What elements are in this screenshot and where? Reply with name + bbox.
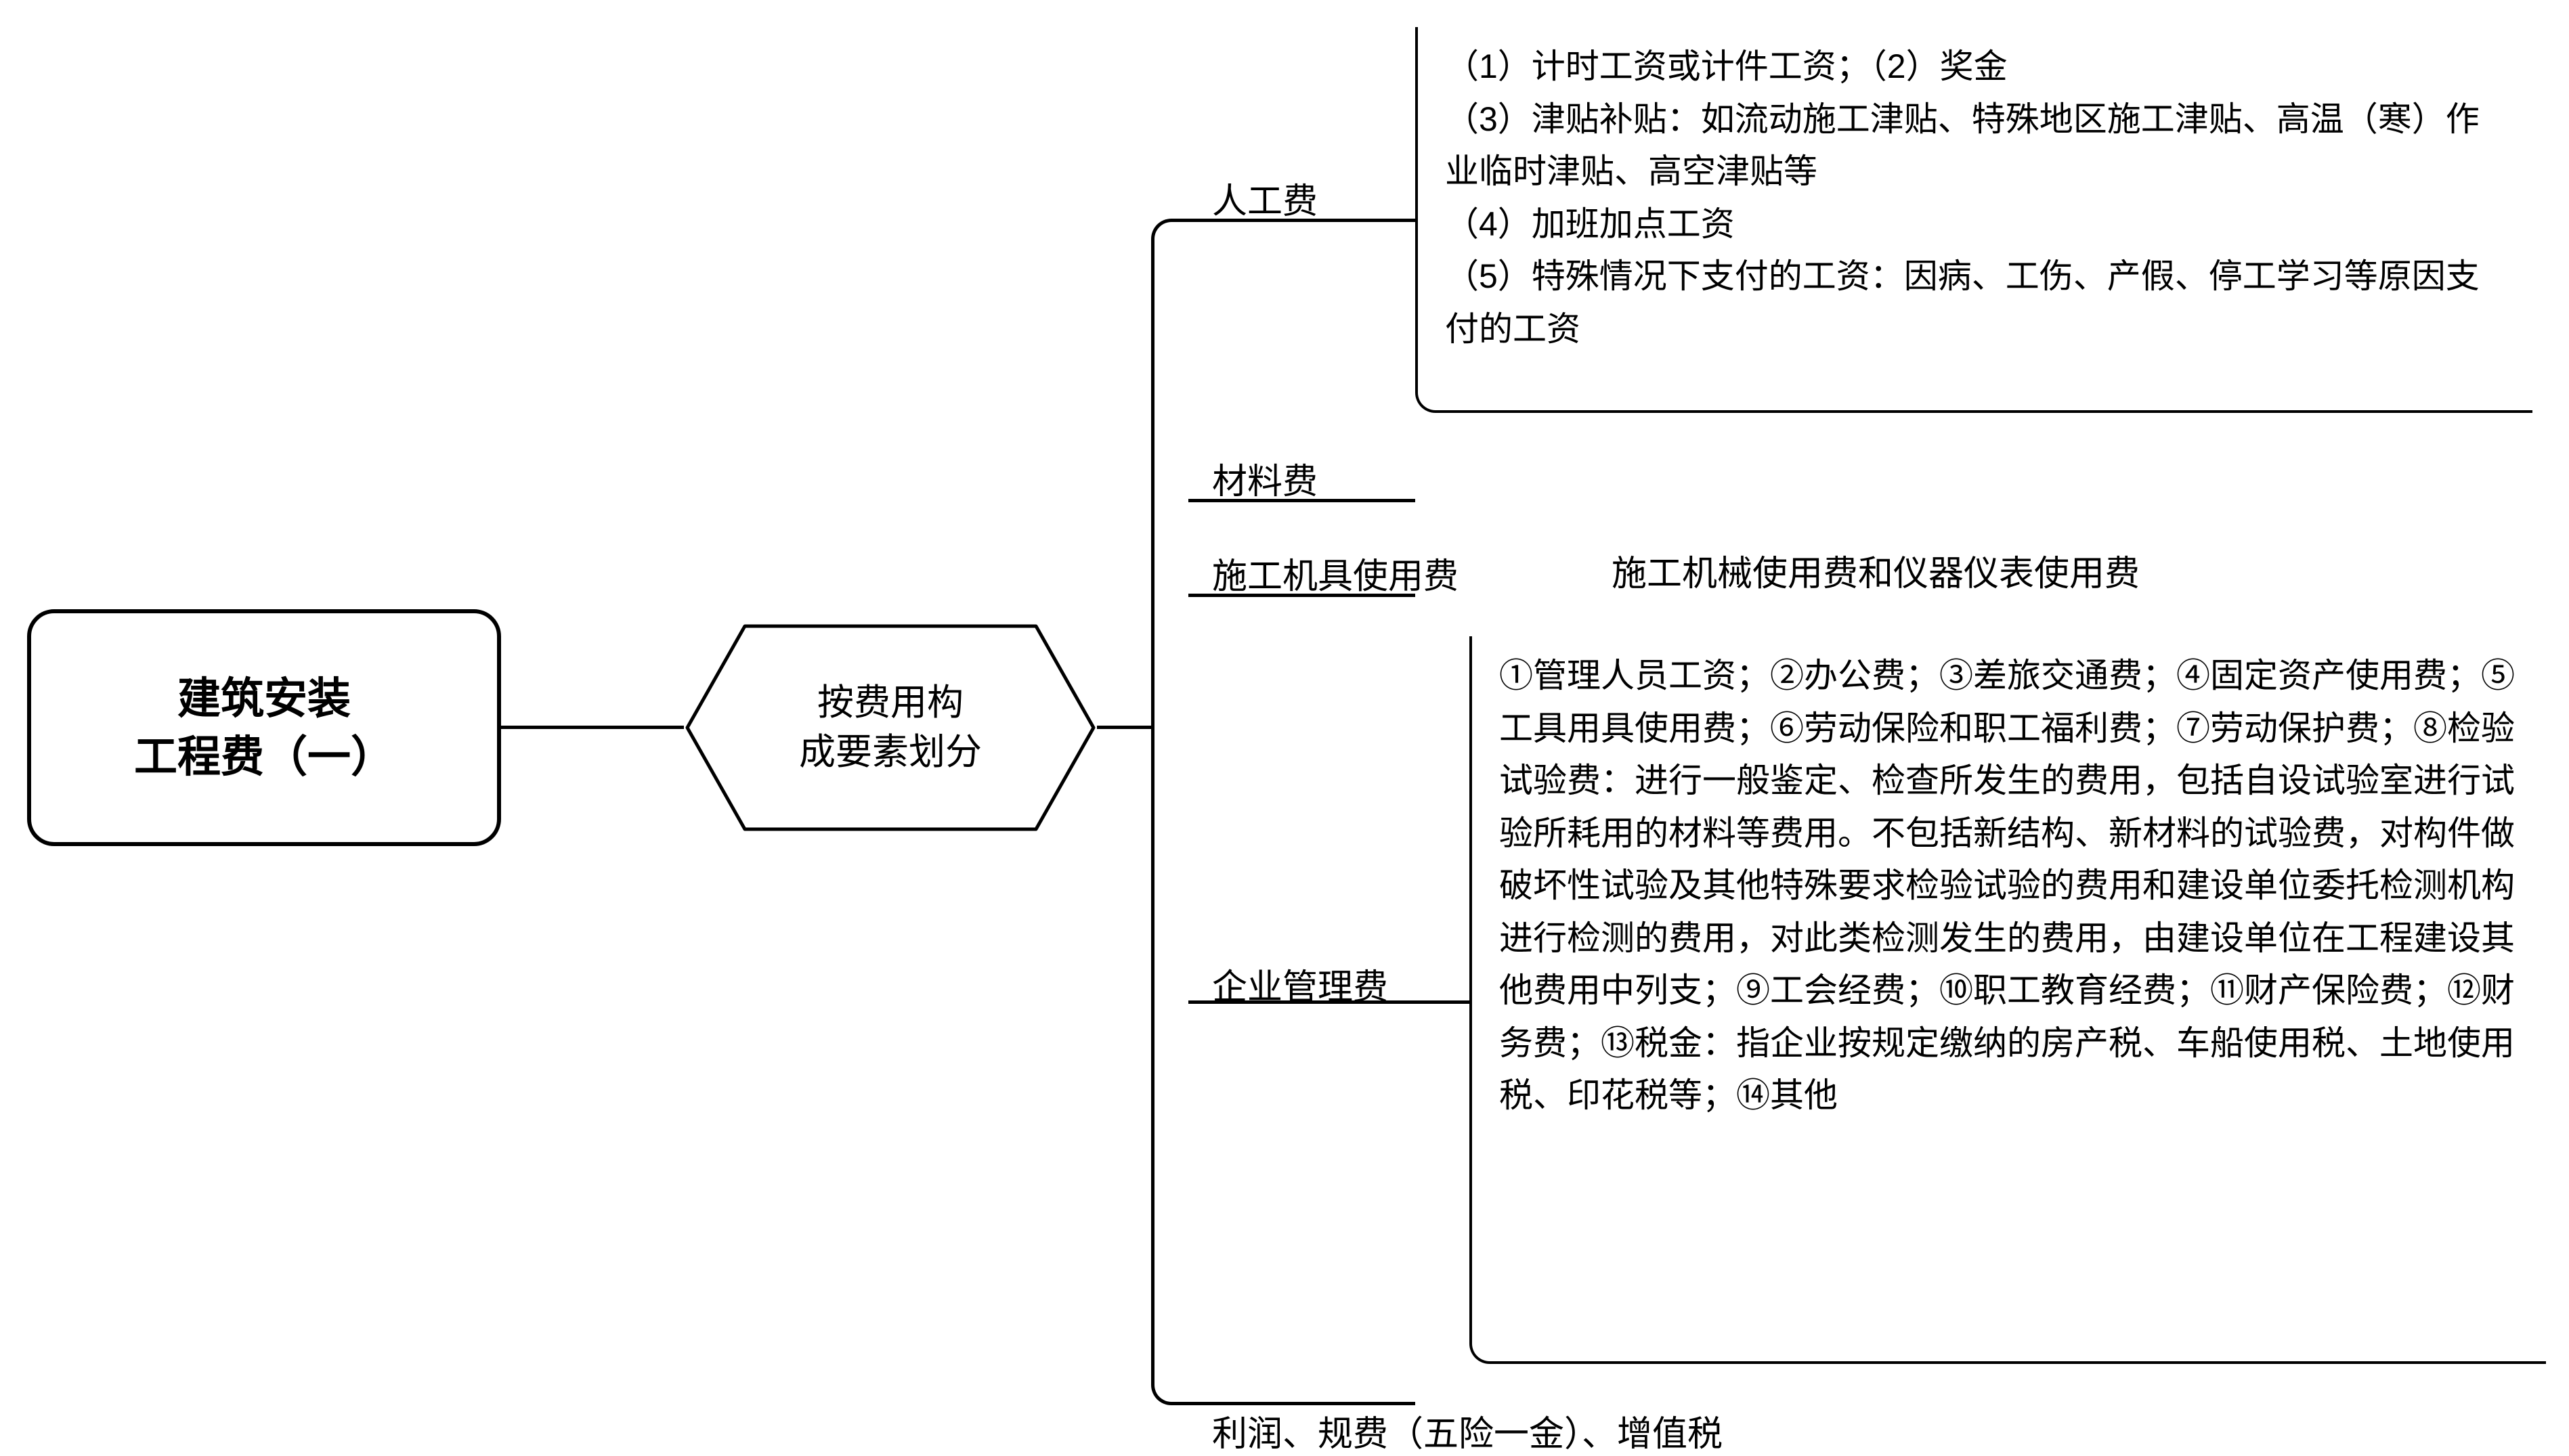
branch-label-management-cost: 企业管理费 — [1212, 958, 1388, 1009]
connector-hex-bracket — [1097, 726, 1151, 729]
main-bracket — [1151, 219, 1192, 1405]
branch-label-machinery-cost: 施工机具使用费 — [1212, 548, 1459, 598]
hex-line1: 按费用构 — [817, 682, 964, 723]
connector-root-hex — [501, 726, 684, 729]
root-line2: 工程费（一） — [134, 732, 394, 781]
branch-label-profit-fees-tax: 利润、规费（五险一金）、增值税 — [1212, 1405, 1723, 1456]
root-node: 建筑安装 工程费（一） — [27, 609, 501, 846]
branch-label-material-cost: 材料费 — [1212, 453, 1318, 504]
branch-detail-machinery-cost: 施工机械使用费和仪器仪表使用费 — [1612, 548, 2140, 600]
branch-detail-labor-cost: （1）计时工资或计件工资；（2）奖金（3）津贴补贴：如流动施工津贴、特殊地区施工… — [1415, 27, 2532, 413]
branch-detail-management-cost: ①管理人员工资；②办公费；③差旅交通费；④固定资产使用费；⑤工具用具使用费；⑥劳… — [1469, 636, 2546, 1364]
branch-label-labor-cost: 人工费 — [1212, 173, 1318, 223]
hex-line2: 成要素划分 — [799, 732, 982, 772]
root-line1: 建筑安装 — [177, 674, 351, 723]
classifier-hexagon: 按费用构 成要素划分 — [684, 623, 1097, 833]
diagram-canvas: 建筑安装 工程费（一） 按费用构 成要素划分 人工费 （1）计时工资或计件工资；… — [0, 0, 2569, 1455]
